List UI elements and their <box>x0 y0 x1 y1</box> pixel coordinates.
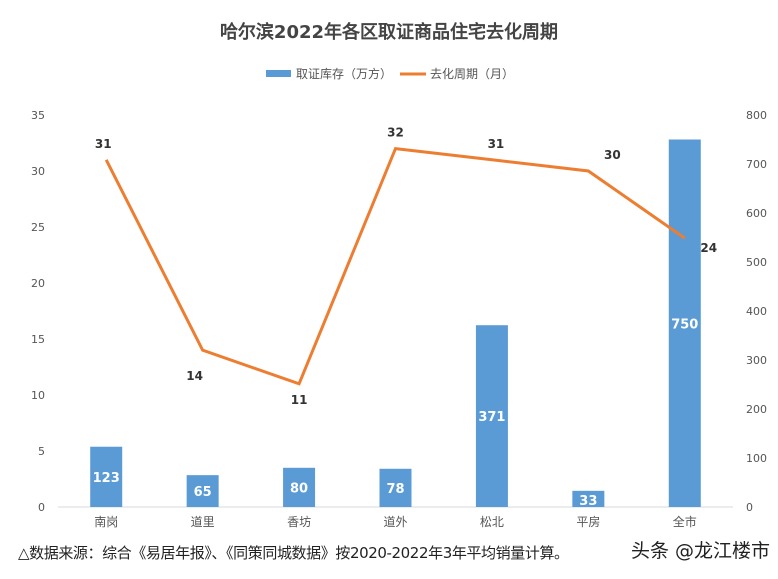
line-data-label: 32 <box>387 126 404 140</box>
brand-watermark: 头条 @龙江楼市 <box>630 540 770 562</box>
bar-data-label: 78 <box>386 482 404 497</box>
left-tick-label: 20 <box>31 277 45 290</box>
bottom-bar: △数据来源：综合《易居年报》、《同策同城数据》按2020-2022年3年平均销量… <box>18 536 770 563</box>
bar-data-label: 80 <box>290 481 308 496</box>
left-tick-label: 30 <box>31 165 45 178</box>
line-series <box>104 146 686 386</box>
line-data-label: 31 <box>95 137 112 151</box>
category-label: 松北 <box>480 515 504 529</box>
left-tick-label: 5 <box>38 445 45 458</box>
bar <box>186 475 219 507</box>
category-label: 平房 <box>576 514 600 529</box>
right-tick-label: 700 <box>746 158 767 171</box>
right-tick-label: 600 <box>746 207 767 220</box>
right-tick-label: 400 <box>746 305 767 318</box>
line-data-label: 24 <box>700 241 717 255</box>
left-tick-label: 35 <box>31 109 45 122</box>
left-tick-label: 0 <box>38 501 45 514</box>
bar-data-label: 33 <box>579 494 597 509</box>
right-tick-label: 300 <box>746 354 767 367</box>
bar <box>572 490 605 507</box>
legend-line-label: 去化周期（月） <box>430 67 514 81</box>
bar-data-label: 123 <box>93 471 120 486</box>
bar <box>283 467 316 507</box>
category-label: 南岗 <box>94 514 118 529</box>
left-tick-label: 25 <box>31 221 45 234</box>
source-note: △数据来源：综合《易居年报》、《同策同城数据》按2020-2022年3年平均销量… <box>18 544 569 562</box>
category-label: 全市 <box>673 514 697 529</box>
bar <box>90 446 123 507</box>
right-tick-label: 100 <box>746 452 767 465</box>
line-data-label: 30 <box>604 148 621 162</box>
bar-data-label: 371 <box>478 410 505 425</box>
category-label: 香坊 <box>287 514 311 529</box>
right-tick-label: 0 <box>746 501 753 514</box>
legend-bar-swatch <box>266 70 291 77</box>
line-data-label: 14 <box>186 369 203 383</box>
category-label: 道外 <box>383 515 407 529</box>
category-label: 道里 <box>191 515 215 529</box>
legend-bar-label: 取证库存（万方） <box>296 66 392 81</box>
left-tick-label: 10 <box>31 389 45 402</box>
line-data-label: 31 <box>488 137 505 151</box>
bar <box>379 468 412 507</box>
bar-data-label: 65 <box>194 485 212 500</box>
right-tick-label: 800 <box>746 109 767 122</box>
chart-title: 哈尔滨2022年各区取证商品住宅去化周期 <box>220 21 558 43</box>
left-tick-label: 15 <box>31 333 45 346</box>
right-tick-label: 200 <box>746 403 767 416</box>
bar <box>668 139 701 507</box>
right-tick-label: 500 <box>746 256 767 269</box>
line-data-label: 11 <box>291 393 308 407</box>
bar-data-label: 750 <box>671 317 698 332</box>
bar <box>475 325 508 507</box>
